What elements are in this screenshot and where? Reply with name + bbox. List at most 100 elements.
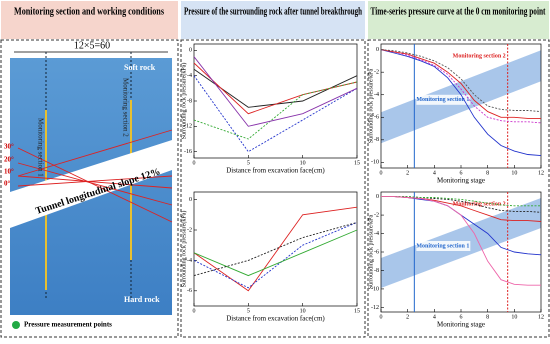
series-line — [381, 196, 541, 286]
series-line — [193, 75, 358, 153]
panel-frame — [180, 39, 366, 338]
angle-line — [17, 175, 173, 189]
x-tick-label: 4 — [433, 314, 436, 320]
angle-label: 0° — [4, 180, 11, 188]
y-tick-label: -4 — [374, 92, 379, 98]
series-line — [380, 49, 542, 157]
annotation: Monitoring section 2 — [453, 201, 506, 207]
panel-title: Pressure of the surrounding rock after t… — [184, 6, 362, 17]
section-label: Monitoring section 2 — [121, 78, 129, 137]
y-tick-label: -6 — [187, 288, 192, 294]
panel-title: Monitoring section and working condition… — [14, 6, 164, 17]
x-tick-label: 12 — [538, 314, 544, 320]
series-line — [381, 196, 541, 207]
y-tick-label: -4 — [374, 231, 379, 237]
y-axis-label: Surrounding rock pressure(kPa) — [180, 63, 187, 140]
series-line — [193, 206, 358, 292]
series-line — [193, 229, 358, 277]
x-tick-label: 5 — [247, 160, 250, 166]
angle-line — [17, 147, 173, 223]
legend-label: Pressure measurement points — [24, 321, 112, 329]
y-tick-label: -4 — [187, 258, 192, 264]
plot-frame — [193, 43, 358, 159]
y-tick-label: -10 — [371, 160, 379, 166]
x-tick-label: 4 — [433, 170, 436, 176]
x-tick-label: 5 — [247, 308, 250, 314]
legend-marker — [12, 321, 20, 329]
y-axis-label: Surrounding rock pressure/kPa — [368, 69, 374, 144]
plot-frame — [193, 191, 358, 307]
angle-label: 10° — [4, 168, 14, 176]
series-line — [380, 49, 542, 113]
angle-line — [17, 162, 173, 206]
x-tick-label: 6 — [460, 170, 463, 176]
annotation-box — [451, 51, 506, 61]
series-line — [193, 221, 358, 289]
x-tick-label: 10 — [300, 160, 306, 166]
y-tick-label: -2 — [187, 227, 192, 233]
angle-line — [17, 129, 173, 177]
y-tick-label: -8 — [374, 268, 379, 274]
header-bg — [368, 1, 549, 39]
annotation: Monitoring section 2 — [453, 53, 506, 59]
annotation-box — [451, 199, 506, 209]
y-tick-label: -12 — [371, 305, 379, 311]
section-label: Monitoring section 1 — [36, 118, 44, 177]
y-tick-label: 0 — [376, 194, 379, 200]
y-tick-label: -4 — [187, 73, 192, 79]
y-tick-label: -8 — [374, 137, 379, 143]
angle-label: 30° — [4, 143, 14, 151]
y-tick-label: -2 — [374, 70, 379, 76]
series-line — [381, 196, 542, 213]
x-tick-label: 2 — [406, 170, 409, 176]
x-tick-label: 0 — [193, 308, 196, 314]
annotation-box — [416, 241, 471, 251]
y-tick-label: 0 — [189, 197, 192, 203]
x-tick-label: 15 — [354, 160, 360, 166]
x-axis-label: Monitoring stage — [437, 177, 485, 185]
x-tick-label: 2 — [406, 314, 409, 320]
dimension: 12×5=60 — [74, 40, 110, 51]
series-line — [193, 56, 358, 127]
y-tick-label: -10 — [371, 286, 379, 292]
x-tick-label: 12 — [538, 170, 544, 176]
panel-frame — [367, 39, 550, 338]
series-line — [193, 221, 358, 277]
series-line — [380, 49, 541, 119]
y-tick-label: 0 — [189, 48, 192, 54]
panel-title: Time-series pressure curve at the 0 cm m… — [371, 6, 546, 17]
y-tick-label: 0 — [376, 47, 379, 53]
y-axis-label: Surrounding rock pressure(kPa) — [180, 211, 187, 288]
y-tick-label: -12 — [184, 124, 192, 130]
series-line — [380, 49, 542, 124]
y-tick-label: -2 — [374, 212, 379, 218]
rock-label: Soft rock — [124, 63, 156, 72]
x-tick-label: 8 — [486, 314, 489, 320]
y-tick-label: -6 — [374, 249, 379, 255]
x-tick-label: 0 — [380, 314, 383, 320]
x-tick-label: 10 — [511, 170, 517, 176]
x-tick-label: 0 — [380, 170, 383, 176]
x-tick-label: 6 — [460, 314, 463, 320]
rock-label: Hard rock — [124, 295, 160, 304]
annotation: Monitoring section 1 — [416, 243, 469, 249]
annotation-box — [416, 94, 471, 105]
annotation: Monitoring section 1 — [416, 97, 469, 103]
x-tick-label: 15 — [354, 308, 360, 314]
diagram: 12×5=60 30° 20° 10° 0° Soft rock Hard ro… — [4, 40, 173, 329]
y-tick-label: -16 — [184, 149, 192, 155]
x-axis-label: Monitoring stage — [437, 321, 485, 329]
series-line — [193, 81, 358, 140]
y-axis-label: Surrounding rock pressure/kPa — [368, 215, 374, 290]
x-axis-label: Distance from excavation face(cm) — [226, 167, 325, 175]
angle-label: 20° — [4, 156, 14, 164]
x-tick-label: 8 — [486, 170, 489, 176]
header-bg — [1, 1, 178, 39]
x-tick-label: 0 — [193, 160, 196, 166]
header-bg — [181, 1, 365, 39]
y-tick-label: -8 — [187, 98, 192, 104]
x-tick-label: 10 — [300, 308, 306, 314]
y-tick-label: -6 — [374, 115, 379, 121]
panel-frame — [0, 39, 179, 338]
